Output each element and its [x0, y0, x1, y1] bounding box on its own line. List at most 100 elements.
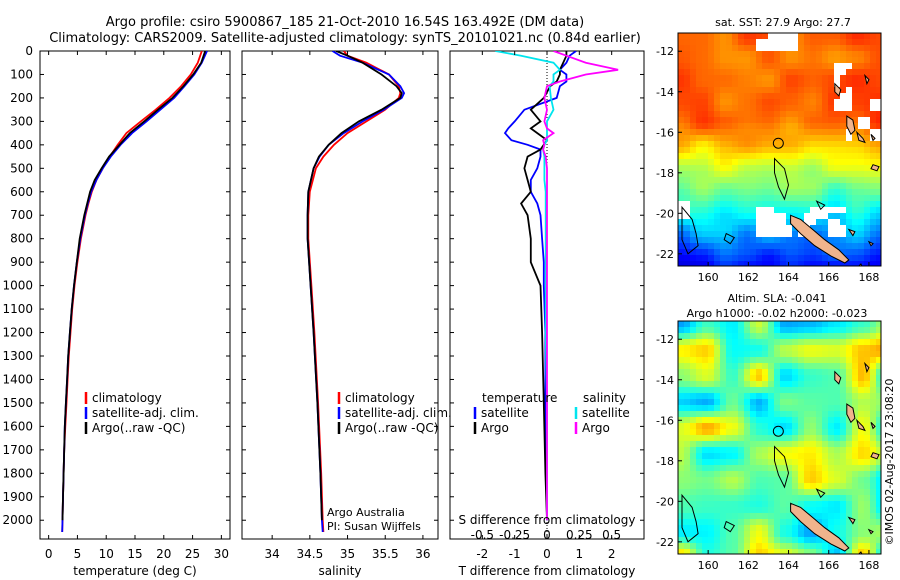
map-cell	[804, 381, 811, 388]
map-cell	[762, 375, 769, 382]
map-cell	[762, 135, 769, 142]
map-cell	[810, 213, 817, 220]
map-cell	[684, 33, 691, 40]
map-cell	[750, 471, 757, 478]
map-cell	[726, 147, 733, 154]
map-cell	[708, 249, 715, 256]
map-cell	[708, 261, 715, 266]
map-cell	[678, 327, 685, 334]
map-cell	[828, 57, 835, 64]
map-cell	[852, 93, 859, 100]
map-cell	[846, 183, 853, 190]
map-cell	[852, 465, 859, 472]
map-cell	[858, 63, 865, 70]
x-tick-label: 2	[608, 547, 616, 561]
series-line-climatology	[307, 51, 402, 533]
map-cell	[816, 171, 823, 178]
map-cell	[762, 477, 769, 484]
map-cell	[720, 327, 727, 334]
map-cell	[822, 459, 829, 466]
map-cell	[840, 537, 847, 544]
map-cell	[846, 63, 853, 70]
map-cell	[750, 237, 757, 244]
map-cell	[762, 387, 769, 394]
map-cell	[726, 93, 733, 100]
map-cell	[840, 111, 847, 118]
map-cell	[708, 513, 715, 520]
map-cell	[834, 153, 841, 160]
map-cell	[774, 525, 781, 532]
sla-map	[678, 321, 881, 554]
map-cell	[792, 141, 799, 148]
map-cell	[786, 255, 793, 262]
map-cell	[840, 501, 847, 508]
map-cell	[690, 81, 697, 88]
map-cell	[858, 477, 865, 484]
map-cell	[708, 453, 715, 460]
map-cell	[738, 339, 745, 346]
map-cell	[696, 465, 703, 472]
map-cell	[684, 93, 691, 100]
map-cell	[738, 261, 745, 266]
map-cell	[780, 453, 787, 460]
map-cell	[804, 123, 811, 130]
map-cell	[870, 447, 877, 454]
map-cell	[822, 213, 829, 220]
map-cell	[810, 399, 817, 406]
map-cell	[678, 321, 685, 328]
map-cell	[732, 327, 739, 334]
map-cell	[876, 459, 881, 466]
map-cell	[876, 519, 881, 526]
map-cell	[876, 243, 881, 250]
map-cell	[876, 123, 881, 130]
map-cell	[846, 51, 853, 58]
map-cell	[858, 321, 865, 328]
map-cell	[822, 429, 829, 436]
map-cell	[810, 531, 817, 538]
map-cell	[786, 45, 793, 52]
map-cell	[870, 537, 877, 544]
map-cell	[726, 105, 733, 112]
map-cell	[864, 39, 871, 46]
map-cell	[756, 129, 763, 136]
map-cell	[876, 69, 881, 76]
map-cell	[714, 387, 721, 394]
map-cell	[828, 45, 835, 52]
map-cell	[678, 69, 685, 76]
map-cell	[876, 129, 881, 136]
map-cell	[702, 123, 709, 130]
map-cell	[870, 87, 877, 94]
map-cell	[768, 195, 775, 202]
map-cell	[846, 399, 853, 406]
map-cell	[786, 531, 793, 538]
map-cell	[690, 165, 697, 172]
map-cell	[810, 45, 817, 52]
map-cell	[786, 105, 793, 112]
island-coastline	[847, 516, 856, 525]
map-cell	[786, 459, 793, 466]
map-cell	[822, 39, 829, 46]
map-cell	[798, 63, 805, 70]
map-cell	[816, 111, 823, 118]
map-cell	[714, 249, 721, 256]
map-cell	[756, 219, 763, 226]
x-tick-label: 34.5	[296, 547, 323, 561]
map-cell	[756, 339, 763, 346]
map-cell	[756, 525, 763, 532]
map-cell	[684, 243, 691, 250]
map-cell	[810, 543, 817, 550]
map-cell	[678, 339, 685, 346]
map-cell	[768, 123, 775, 130]
map-cell	[858, 333, 865, 340]
map-cell	[858, 375, 865, 382]
map-cell	[696, 357, 703, 364]
map-cell	[702, 39, 709, 46]
map-cell	[732, 189, 739, 196]
map-cell	[822, 135, 829, 142]
map-cell	[708, 141, 715, 148]
map-cell	[786, 69, 793, 76]
map-cell	[732, 423, 739, 430]
map-cell	[810, 81, 817, 88]
map-cell	[876, 483, 881, 490]
map-cell	[744, 501, 751, 508]
